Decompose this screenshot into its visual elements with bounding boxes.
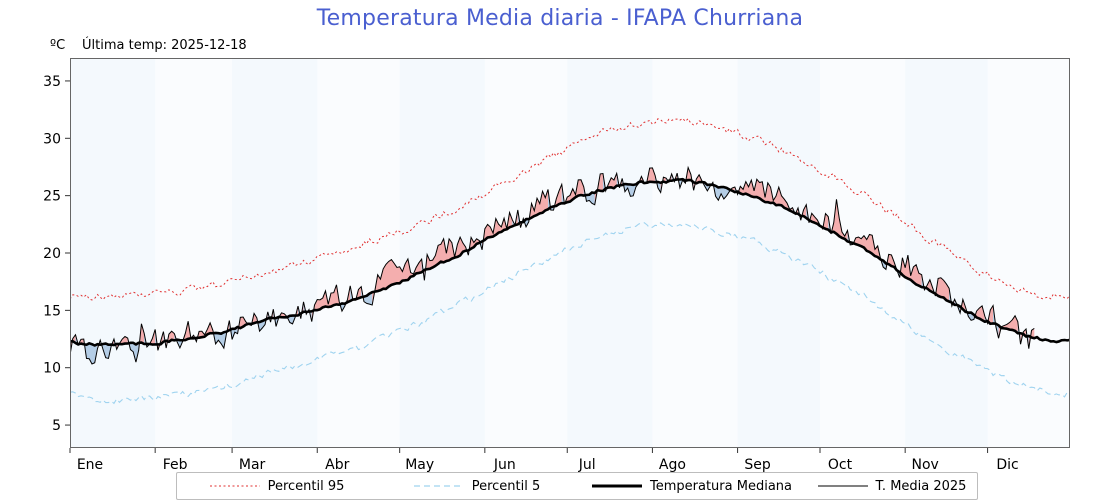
legend-swatch-icon (413, 485, 464, 487)
legend-item-4[interactable]: T. Media 2025 (807, 473, 977, 499)
svg-text:Nov: Nov (912, 457, 939, 473)
legend-label: T. Media 2025 (875, 478, 967, 494)
page-title: Temperatura Media diaria - IFAPA Churria… (316, 6, 804, 31)
legend-swatch-icon (209, 485, 260, 487)
y-axis-unit-label: ºC (50, 38, 66, 53)
svg-text:May: May (405, 457, 434, 473)
svg-text:Mar: Mar (239, 457, 266, 473)
last-temp-label: Última temp: 2025-12-18 (82, 38, 247, 53)
svg-text:15: 15 (43, 303, 61, 319)
chart-plot-area (70, 58, 1070, 448)
legend-item-3[interactable]: Temperatura Mediana (577, 473, 807, 499)
svg-text:20: 20 (43, 246, 61, 262)
chart-legend: Percentil 95 Percentil 5 Temperatura Media… (176, 472, 978, 500)
svg-text:Ene: Ene (77, 457, 103, 473)
svg-text:Jul: Jul (578, 457, 596, 473)
svg-text:Feb: Feb (163, 457, 188, 473)
svg-text:5: 5 (52, 418, 61, 434)
svg-text:Sep: Sep (744, 457, 771, 473)
legend-swatch-icon (817, 485, 868, 487)
svg-text:30: 30 (43, 131, 61, 147)
temperature-chart-svg (70, 58, 1070, 448)
svg-text:10: 10 (43, 361, 61, 377)
svg-text:Ago: Ago (659, 457, 686, 473)
legend-item-1[interactable]: Percentil 95 (177, 473, 377, 499)
legend-label: Percentil 5 (471, 478, 541, 494)
legend-label: Percentil 95 (267, 478, 345, 494)
legend-swatch-icon (592, 484, 642, 488)
legend-label: Temperatura Mediana (650, 478, 792, 494)
svg-text:Jun: Jun (493, 457, 516, 473)
svg-text:25: 25 (43, 189, 61, 205)
svg-text:Abr: Abr (325, 457, 349, 473)
svg-text:Dic: Dic (996, 457, 1018, 473)
svg-text:35: 35 (43, 74, 61, 90)
svg-text:Oct: Oct (828, 457, 853, 473)
legend-item-2[interactable]: Percentil 5 (377, 473, 577, 499)
